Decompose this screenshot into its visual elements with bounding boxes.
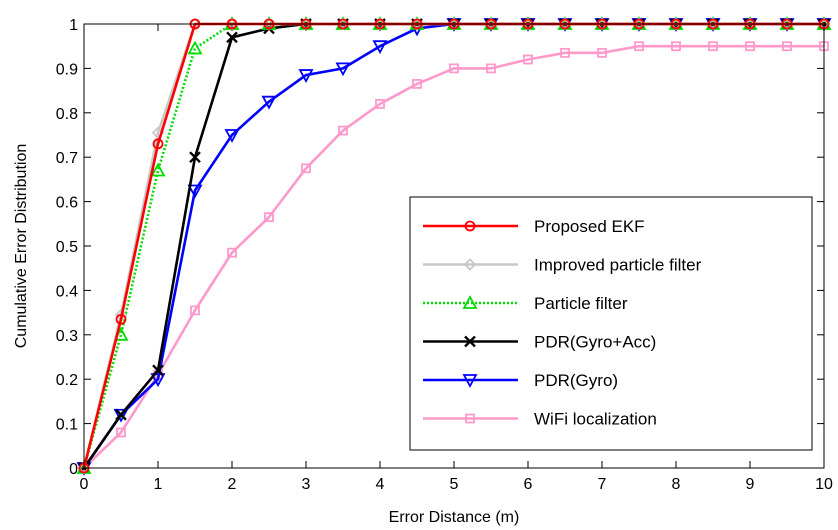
data-point [634, 41, 644, 52]
data-point [745, 41, 755, 52]
x-tick-label: 8 [672, 476, 681, 493]
data-point [115, 408, 127, 421]
data-point [375, 99, 385, 109]
y-tick-label: 0.4 [56, 283, 78, 300]
data-point [708, 41, 718, 52]
legend-box [409, 196, 813, 451]
data-point [335, 62, 351, 77]
series-line-wifi-localization [83, 44, 824, 469]
y-tick-label: 0 [69, 461, 78, 478]
legend-marker [464, 220, 476, 232]
data-point [301, 163, 311, 174]
x-tick-label: 0 [80, 476, 89, 493]
y-tick-label: 0.7 [56, 150, 78, 167]
data-point [338, 125, 348, 136]
data-point [116, 427, 126, 438]
data-point [597, 47, 607, 58]
x-tick-label: 7 [598, 476, 607, 493]
data-point [150, 162, 166, 177]
data-point [187, 40, 203, 55]
legend-entry-pdr-gyro-acc: PDR(Gyro+Acc) [423, 333, 656, 352]
data-point [782, 41, 792, 52]
legend-marker [465, 413, 475, 424]
legend-marker [464, 335, 476, 348]
data-point [189, 151, 201, 164]
x-tick-label: 6 [524, 476, 533, 493]
x-tick-label: 10 [815, 476, 833, 493]
x-tick-label: 9 [746, 476, 755, 493]
data-point [412, 79, 422, 89]
y-tick-label: 0.1 [56, 417, 78, 434]
data-point [224, 129, 240, 143]
data-point [671, 41, 681, 52]
legend-entry-improved-particle-filter: Improved particle filter [423, 256, 702, 275]
legend-entry-pdr-gyro: PDR(Gyro) [423, 371, 618, 390]
y-tick-label: 1 [69, 17, 78, 34]
data-point [152, 138, 164, 150]
data-point [150, 373, 166, 388]
data-point [115, 313, 127, 325]
x-tick-label: 1 [154, 476, 163, 493]
y-axis-ticks: 0 0.1 0.2 0.3 0.4 0.5 0.6 0.7 0.8 0.9 1 [56, 17, 824, 478]
legend-marker [462, 374, 478, 388]
y-tick-label: 0.8 [56, 106, 78, 123]
y-tick-label: 0.2 [56, 372, 78, 389]
data-point [113, 408, 129, 423]
legend-label: PDR(Gyro+Acc) [534, 333, 656, 352]
data-point [261, 95, 277, 110]
x-tick-label: 5 [450, 476, 459, 493]
data-point [227, 247, 237, 258]
data-point [486, 63, 496, 74]
data-point [190, 305, 200, 316]
legend-entry-wifi-localization: WiFi localization [423, 410, 657, 429]
x-tick-label: 3 [302, 476, 311, 493]
data-point [226, 31, 238, 44]
x-tick-label: 4 [376, 476, 385, 493]
y-tick-label: 0.5 [56, 239, 78, 256]
y-tick-label: 0.9 [56, 61, 78, 78]
data-point [187, 184, 203, 199]
x-tick-label: 2 [228, 476, 237, 493]
data-point [560, 47, 570, 58]
data-point [449, 63, 459, 74]
x-axis-label: Error Distance (m) [389, 509, 520, 526]
legend-label: Particle filter [534, 294, 628, 313]
y-axis-label: Cumulative Error Distribution [13, 144, 30, 349]
data-point [264, 212, 274, 223]
series-wifi-localization [79, 41, 829, 473]
data-point [372, 40, 388, 55]
legend-label: PDR(Gyro) [534, 371, 618, 390]
data-point [298, 69, 314, 83]
legend-marker [462, 295, 478, 309]
y-tick-label: 0.6 [56, 195, 78, 212]
plot-frame [83, 23, 825, 469]
legend-label: WiFi localization [534, 410, 657, 429]
y-tick-label: 0.3 [56, 328, 78, 345]
legend: Proposed EKF Improved particle filter Part… [409, 196, 813, 451]
legend-label: Improved particle filter [534, 256, 702, 275]
data-point [152, 364, 164, 377]
legend-entry-particle-filter: Particle filter [423, 294, 628, 313]
legend-label: Proposed EKF [534, 217, 645, 236]
data-point [523, 54, 533, 65]
legend-marker [463, 258, 477, 271]
legend-entry-proposed-ekf: Proposed EKF [423, 217, 645, 236]
